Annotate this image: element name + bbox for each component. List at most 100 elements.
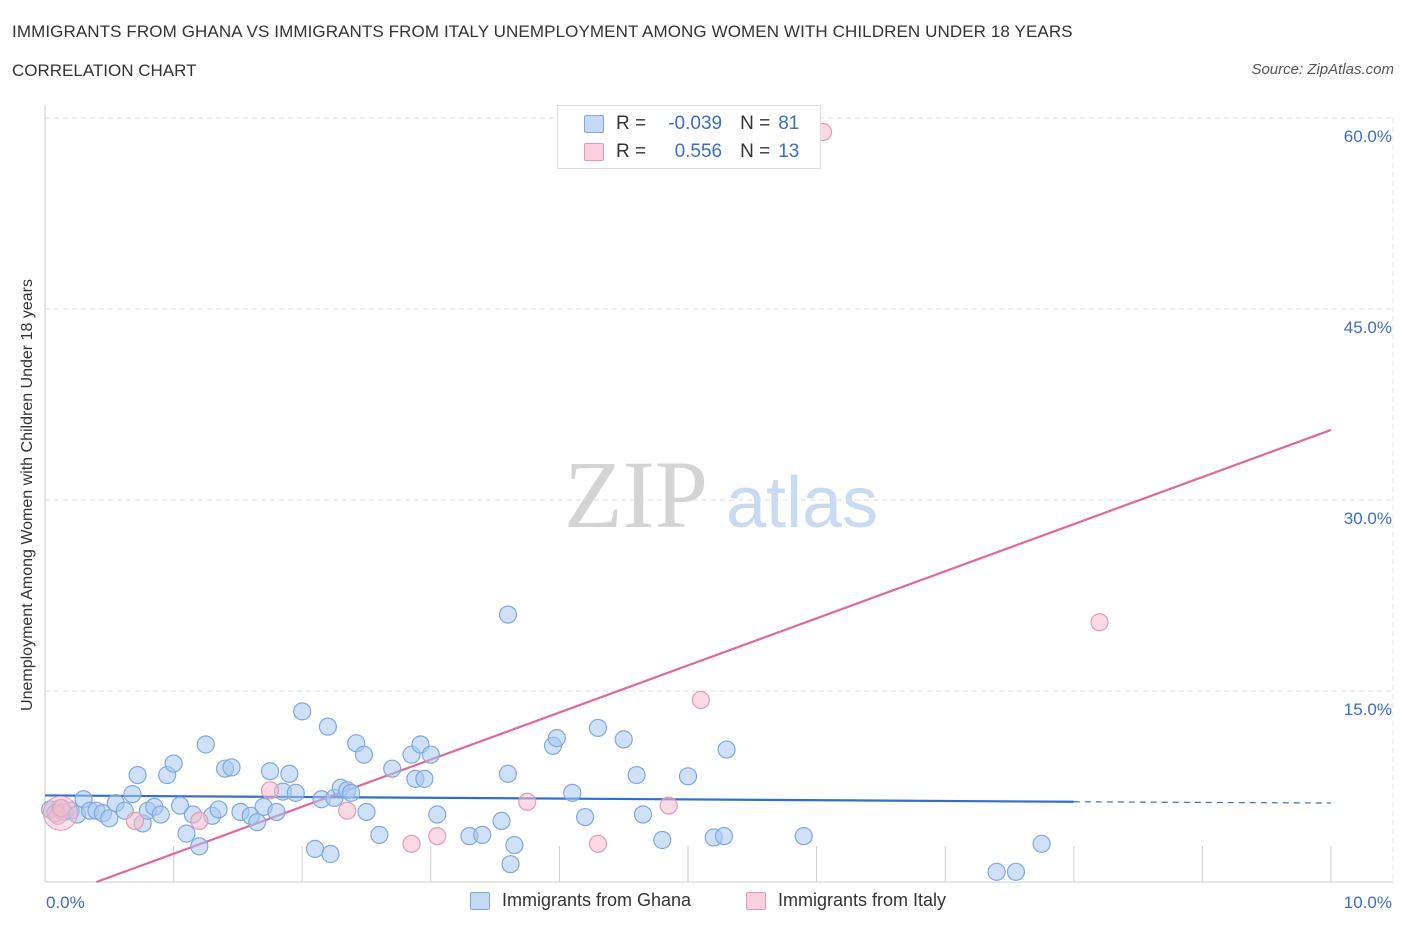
y-tick-label: 30.0% xyxy=(1344,509,1392,528)
y-tick-label: 60.0% xyxy=(1344,127,1392,146)
italy-swatch xyxy=(584,143,604,161)
legend-row-ghana: R = -0.039 N = 81 xyxy=(584,112,799,136)
ghana-r-label: R = xyxy=(616,113,647,134)
italy-point xyxy=(691,690,710,710)
bottom-legend-italy: Immigrants from Italy xyxy=(746,890,946,911)
italy-point xyxy=(338,801,357,820)
ghana-point xyxy=(318,717,338,736)
axis-layer xyxy=(44,106,1393,883)
bottom-ghana-swatch xyxy=(470,891,490,910)
ghana-point xyxy=(196,735,215,754)
legend-row-italy: R = 0.556 N = 13 xyxy=(584,140,799,164)
ghana-point xyxy=(222,758,241,777)
ghana-point xyxy=(653,830,672,850)
ghana-point xyxy=(505,835,524,855)
tick-labels: 15.0% 30.0% 45.0% 60.0% 0.0% 10.0% xyxy=(46,127,1392,912)
ghana-point xyxy=(563,783,582,802)
ghana-point xyxy=(177,824,196,843)
source-credit: Source: ZipAtlas.com xyxy=(1251,61,1394,78)
ghana-trend-extension xyxy=(1073,801,1332,804)
ghana-trend-line xyxy=(44,794,1074,803)
italy-r-value: 0.556 xyxy=(674,141,723,162)
chart-title: IMMIGRANTS FROM GHANA VS IMMIGRANTS FROM… xyxy=(12,22,1073,41)
ghana-point xyxy=(305,839,325,858)
stats-legend: R = -0.039 N = 81 R = 0.556 N = 13 xyxy=(557,105,821,169)
ghana-point xyxy=(501,855,520,874)
ghana-point xyxy=(428,805,447,824)
ghana-r-value: -0.039 xyxy=(668,113,723,134)
ghana-point xyxy=(164,754,183,773)
ghana-point xyxy=(383,759,402,778)
ghana-point xyxy=(633,805,653,824)
ghana-point xyxy=(321,844,340,864)
italy-point xyxy=(190,811,209,830)
italy-r-label: R = xyxy=(616,141,647,162)
y-tick-label: 15.0% xyxy=(1344,700,1392,719)
watermark-zip: ZIP xyxy=(564,441,708,548)
ghana-point xyxy=(280,764,299,783)
ghana-point xyxy=(170,796,190,815)
ghana-point xyxy=(421,745,440,764)
ghana-point xyxy=(714,827,734,846)
ghana-point xyxy=(678,767,698,786)
ghana-point xyxy=(341,783,361,802)
italy-trend-line xyxy=(96,428,1332,884)
italy-point xyxy=(518,792,537,811)
ghana-point xyxy=(717,740,736,759)
italy-point xyxy=(260,781,280,800)
ghana-point xyxy=(627,765,646,785)
ghana-point xyxy=(293,702,312,721)
x-tick-label-max: 10.0% xyxy=(1344,893,1392,912)
ghana-point xyxy=(987,862,1006,881)
italy-n-label: N = xyxy=(740,141,771,162)
italy-point xyxy=(428,827,447,846)
ghana-point xyxy=(547,729,566,748)
ghana-swatch xyxy=(584,115,604,133)
ghana-point xyxy=(190,837,209,856)
ghana-point xyxy=(498,605,518,624)
ghana-point xyxy=(267,802,286,822)
watermark-atlas: atlas xyxy=(726,463,878,543)
ghana-n-value: 81 xyxy=(778,113,800,134)
bottom-legend-ghana: Immigrants from Ghana xyxy=(470,890,691,911)
ghana-point xyxy=(588,718,608,738)
watermark: ZIP atlas xyxy=(564,441,878,548)
ghana-point xyxy=(614,730,633,749)
grid-layer xyxy=(45,117,1394,882)
bottom-italy-swatch xyxy=(746,891,766,910)
ghana-point xyxy=(1032,834,1051,853)
ghana-point xyxy=(370,825,389,844)
ghana-point xyxy=(498,764,518,783)
ghana-n-label: N = xyxy=(740,113,771,134)
italy-cluster-point xyxy=(42,795,78,831)
ghana-point xyxy=(492,811,511,830)
bottom-italy-label: Immigrants from Italy xyxy=(778,890,947,910)
chart-subtitle: CORRELATION CHART xyxy=(12,61,197,80)
italy-point xyxy=(402,834,421,853)
ghana-point xyxy=(100,809,119,828)
ghana-point xyxy=(209,800,228,819)
ghana-point xyxy=(151,805,170,824)
ghana-point xyxy=(123,785,142,804)
x-tick-label-min: 0.0% xyxy=(46,893,85,912)
y-axis-label: Unemployment Among Women with Children U… xyxy=(19,279,36,711)
trend-layer xyxy=(44,428,1332,884)
ghana-point xyxy=(248,813,267,832)
ghana-point xyxy=(354,745,374,764)
italy-n-value: 13 xyxy=(778,141,800,162)
ghana-point xyxy=(1006,862,1026,881)
ghana-point xyxy=(260,762,280,781)
italy-point xyxy=(52,799,71,818)
ghana-point xyxy=(286,783,305,802)
ghana-point xyxy=(357,802,376,822)
italy-point xyxy=(659,796,678,815)
italy-point xyxy=(1090,613,1109,632)
point-layer xyxy=(41,122,1109,881)
y-tick-label: 45.0% xyxy=(1344,318,1392,337)
ghana-point xyxy=(794,827,813,846)
italy-point xyxy=(588,834,608,853)
italy-point xyxy=(125,811,145,830)
ghana-point xyxy=(473,825,492,844)
ghana-point xyxy=(415,769,434,788)
